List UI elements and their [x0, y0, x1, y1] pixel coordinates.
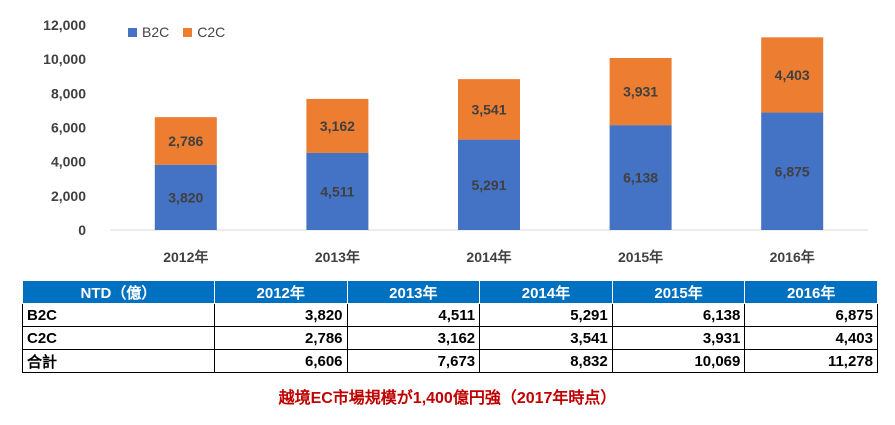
table-cell: 4,511 [346, 303, 481, 327]
table-cell: 5,291 [479, 303, 613, 327]
caption: 越境EC市場規模が1,400億円強（2017年時点） [278, 390, 617, 407]
data-label-b2c: 5,291 [471, 177, 506, 193]
legend-label-c2c: C2C [197, 24, 226, 40]
y-tick-label: 12,000 [43, 17, 86, 33]
bar-b2c [609, 125, 672, 230]
bar-b2c [458, 139, 520, 230]
data-label-b2c: 6,875 [775, 163, 810, 179]
table-cell: 2,786 [213, 326, 348, 350]
chart-legend: B2C C2C [128, 24, 225, 40]
table-row-label: 合計 [22, 349, 215, 373]
bar-b2c [761, 112, 824, 230]
legend-label-b2c: B2C [142, 24, 170, 40]
bar-c2c [306, 98, 369, 153]
table-row-label: B2C [22, 303, 215, 327]
y-tick-label: 4,000 [51, 154, 86, 170]
table-cell: 3,931 [611, 326, 746, 350]
table-cell: 11,278 [744, 349, 878, 373]
table-header-2014: 2014年 [479, 280, 613, 304]
data-label-b2c: 3,820 [168, 189, 203, 205]
table-row-b2c: B2C 3,820 4,511 5,291 6,138 6,875 [22, 303, 878, 327]
y-tick-label: 8,000 [51, 85, 86, 101]
table-cell: 6,875 [744, 303, 878, 327]
bar-c2c [761, 37, 824, 113]
y-tick-label: 6,000 [51, 120, 86, 136]
bar-c2c [609, 57, 672, 126]
table-cell: 8,832 [479, 349, 613, 373]
table-cell: 10,069 [611, 349, 746, 373]
table-cell: 3,162 [346, 326, 481, 350]
bar-c2c [458, 79, 520, 140]
x-tick-label: 2015年 [618, 249, 663, 265]
table-cell: 6,606 [213, 349, 348, 373]
table-cell: 3,541 [479, 326, 613, 350]
legend-swatch-b2c [128, 27, 137, 37]
data-label-b2c: 6,138 [623, 170, 658, 186]
bar-b2c [154, 164, 217, 230]
stacked-bar-chart: 0 2,000 4,000 6,000 8,000 10,000 12,000 3,820 2,… [43, 17, 868, 265]
data-label-c2c: 3,931 [623, 84, 658, 100]
legend-item-b2c: B2C [128, 24, 169, 40]
legend-item-c2c: C2C [183, 24, 225, 40]
data-label-c2c: 4,403 [775, 67, 810, 83]
x-tick-label: 2013年 [315, 249, 360, 265]
table-cell: 4,403 [744, 326, 878, 350]
data-label-c2c: 3,162 [320, 118, 355, 134]
data-table: NTD（億） 2012年 2013年 2014年 2015年 2016年 B2C… [22, 280, 878, 373]
legend-swatch-c2c [183, 27, 193, 37]
bar-c2c [154, 117, 217, 165]
table-header-2016: 2016年 [744, 280, 878, 304]
table-corner-header: NTD（億） [22, 280, 215, 304]
table-row-label: C2C [22, 326, 215, 350]
table-header-2012: 2012年 [213, 280, 348, 304]
data-label-b2c: 4,511 [320, 183, 354, 199]
y-tick-label: 0 [78, 222, 86, 238]
table-header-2013: 2013年 [346, 280, 481, 304]
x-tick-label: 2014年 [466, 249, 511, 265]
table-cell: 6,138 [611, 303, 746, 327]
table-row-total: 合計 6,606 7,673 8,832 10,069 11,278 [22, 349, 878, 373]
bar-b2c [306, 152, 369, 230]
table-header-row: NTD（億） 2012年 2013年 2014年 2015年 2016年 [22, 280, 878, 304]
table-row-c2c: C2C 2,786 3,162 3,541 3,931 4,403 [22, 326, 878, 350]
data-label-c2c: 2,786 [168, 133, 203, 149]
y-tick-label: 10,000 [43, 51, 86, 67]
table-cell: 3,820 [213, 303, 348, 327]
table-header-2015: 2015年 [611, 280, 746, 304]
y-tick-label: 2,000 [51, 188, 86, 204]
table-cell: 7,673 [346, 349, 481, 373]
data-label-c2c: 3,541 [471, 101, 506, 117]
x-tick-label: 2012年 [163, 249, 208, 265]
x-tick-label: 2016年 [770, 249, 815, 265]
